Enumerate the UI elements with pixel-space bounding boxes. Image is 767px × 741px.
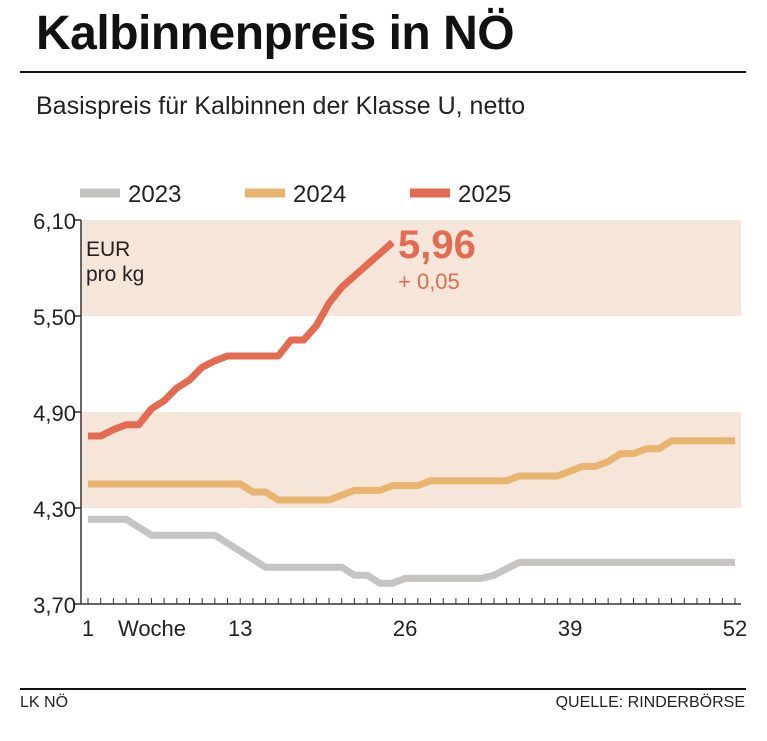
footer-source: QUELLE: RINDERBÖRSE	[555, 694, 745, 711]
y-tick-label-3-70: 3,70	[33, 593, 76, 618]
footer-divider	[20, 688, 746, 690]
legend-label-2025: 2025	[458, 181, 511, 208]
background-band-0	[81, 412, 741, 508]
footer-credit: LK NÖ	[20, 694, 69, 711]
series-line-2023	[88, 515, 735, 587]
x-tick-label-39: 39	[558, 616, 582, 641]
latest-change-label: + 0,05	[398, 269, 460, 294]
chart-title: Kalbinnenpreis in NÖ	[36, 7, 515, 60]
title-divider	[20, 71, 746, 73]
y-tick-label-5-50: 5,50	[33, 305, 76, 330]
legend-label-2023: 2023	[128, 181, 181, 208]
y-tick-label-4-30: 4,30	[33, 497, 76, 522]
y-tick-label-6-10: 6,10	[33, 209, 76, 234]
series-line-2024	[88, 437, 735, 504]
x-tick-label-52: 52	[723, 616, 747, 641]
latest-value-label: 5,96	[398, 223, 476, 267]
background-band-1	[81, 220, 741, 316]
x-tick-label-1: 1	[82, 616, 94, 641]
y-tick-label-4-90: 4,90	[33, 401, 76, 426]
unit-label-eur: EUR	[86, 238, 130, 261]
x-tick-label-26: 26	[393, 616, 417, 641]
unit-label-per-kg: pro kg	[86, 263, 144, 286]
chart-subtitle: Basispreis für Kalbinnen der Klasse U, n…	[36, 92, 526, 120]
legend-label-2024: 2024	[293, 181, 346, 208]
x-tick-label-13: 13	[228, 616, 252, 641]
series-line-2025	[88, 239, 395, 440]
x-axis-title: Woche	[118, 616, 186, 641]
